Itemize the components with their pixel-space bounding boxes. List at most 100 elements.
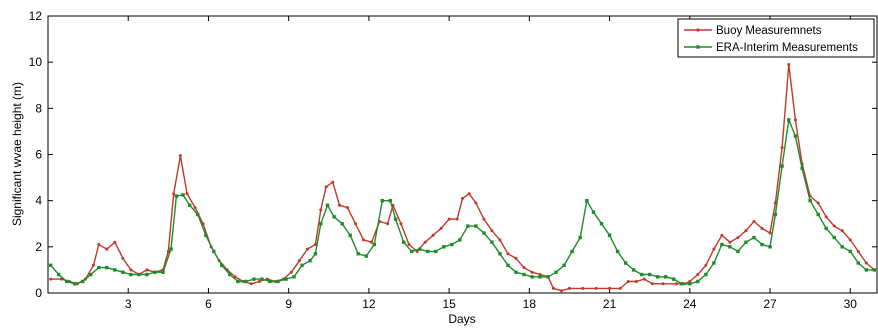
data-point [145,272,149,277]
data-point [121,256,125,260]
data-point [720,233,724,237]
data-point [166,249,170,253]
data-point [856,249,860,253]
data-point [313,243,317,247]
data-point [188,203,192,207]
data-point [712,247,716,251]
data-point [506,252,510,256]
y-tick-labels: 0 2 4 6 8 10 12 [29,9,43,300]
data-point [252,277,256,281]
data-point [354,222,358,226]
data-point [386,222,390,226]
data-point [559,289,563,293]
data-point [56,272,61,277]
data-point [181,193,185,197]
x-axis-title: Days [448,312,475,326]
data-point [615,249,620,254]
data-point [780,164,784,168]
data-point [121,270,125,274]
data-point [736,249,740,254]
series-layer [48,62,877,293]
data-point [864,268,869,272]
data-point [442,245,446,249]
data-point [305,247,309,251]
data-point [73,282,77,286]
data-point [840,245,844,249]
x-tick-label: 24 [683,297,697,311]
data-point [752,235,756,240]
data-point [91,263,95,267]
data-point [431,233,435,237]
data-point [554,270,558,274]
data-point [768,231,772,235]
plot-area [47,15,878,294]
data-point [455,217,459,221]
data-point [193,206,197,210]
data-point [482,217,486,221]
data-point [656,275,660,279]
x-tick-label: 18 [523,297,537,311]
data-point [661,282,665,286]
data-point [169,247,173,251]
x-tick-labels: 3 6 9 12 15 18 21 24 27 30 [125,297,857,311]
data-point [249,282,253,286]
data-point [639,272,644,277]
data-point [220,263,224,267]
data-point [631,268,636,272]
data-point [567,286,571,290]
data-point [744,240,748,244]
legend-swatch-marker [696,28,700,32]
data-point [300,263,304,267]
data-point [297,259,301,263]
data-point [793,134,798,138]
legend-label: Buoy Measuremnets [716,25,822,37]
data-point [848,249,852,254]
data-point [340,222,344,226]
y-tick-label: 2 [35,240,42,254]
data-point [212,249,216,254]
data-point [704,263,708,267]
data-point [530,275,534,279]
data-point [48,263,53,267]
data-point [824,226,828,231]
data-point [393,217,398,221]
data-point [674,282,678,286]
data-point [626,279,630,283]
data-point [178,154,182,158]
data-point [289,270,293,274]
data-point [498,252,502,256]
data-point [808,198,812,203]
legend-box [677,18,875,58]
data-point [244,279,248,284]
x-tick-label: 12 [362,297,376,311]
data-point [736,236,740,240]
data-point [81,279,85,284]
data-point [696,279,700,284]
data-point [337,203,341,207]
data-point [364,254,368,258]
data-point [113,268,117,272]
data-point [704,272,708,277]
legend-label: ERA-Interim Measurements [716,42,858,54]
data-point [458,238,462,242]
data-point [145,268,149,272]
y-tick-label: 12 [29,9,43,23]
data-point [129,272,133,277]
x-tick-label: 6 [205,297,212,311]
data-point [325,203,330,207]
data-point [257,279,261,283]
legend: Buoy Measuremnets ERA-Interim Measurement… [677,18,875,58]
data-point [474,201,478,205]
data-point [268,279,272,284]
data-point [434,249,438,254]
data-point [787,62,791,66]
data-point [760,226,764,230]
data-point [647,272,652,277]
y-tick-label: 0 [35,286,42,300]
data-point [848,238,852,242]
data-point [204,233,208,237]
data-point [65,279,69,284]
data-point [388,198,392,203]
data-point [522,272,526,277]
